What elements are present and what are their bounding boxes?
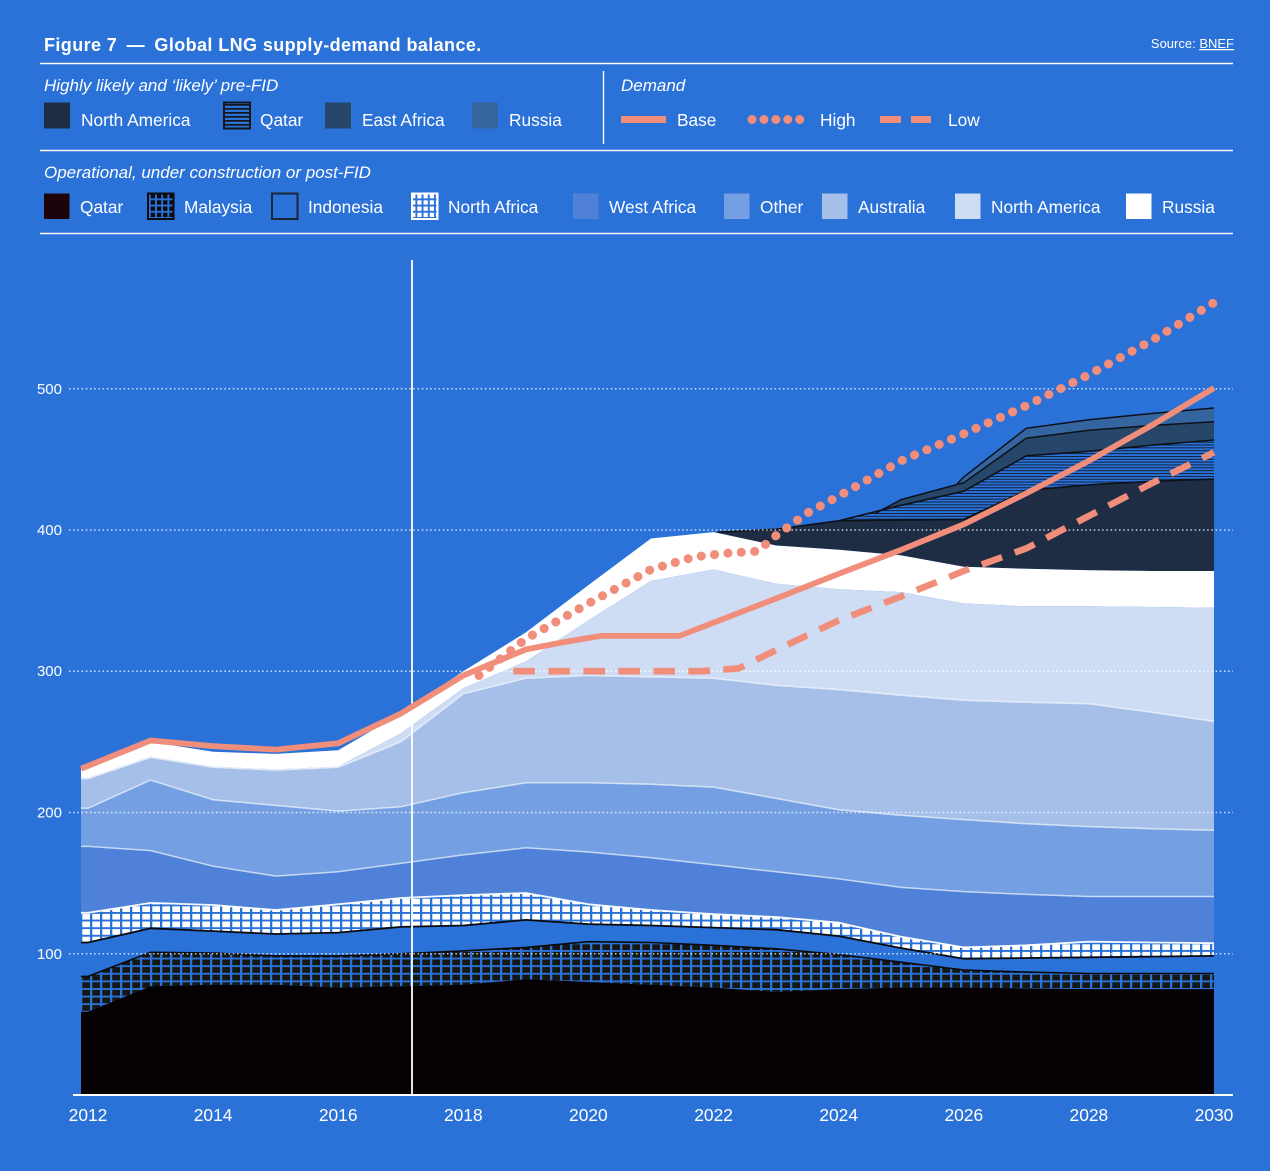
- svg-text:300: 300: [37, 663, 62, 680]
- svg-text:Australia: Australia: [858, 197, 926, 217]
- svg-text:West Africa: West Africa: [609, 197, 696, 217]
- svg-text:Russia: Russia: [509, 110, 562, 130]
- svg-text:2026: 2026: [944, 1105, 983, 1125]
- svg-text:Qatar: Qatar: [80, 197, 123, 217]
- svg-text:Indonesia: Indonesia: [308, 197, 383, 217]
- svg-text:2024: 2024: [819, 1105, 858, 1125]
- svg-text:Malaysia: Malaysia: [184, 197, 253, 217]
- svg-text:North America: North America: [81, 110, 191, 130]
- svg-text:High: High: [820, 110, 856, 130]
- svg-text:Operational, under constructio: Operational, under construction or post-…: [44, 163, 371, 182]
- svg-text:Russia: Russia: [1162, 197, 1215, 217]
- svg-text:Highly likely and ‘likely’ pre: Highly likely and ‘likely’ pre-FID: [44, 76, 278, 95]
- svg-text:East Africa: East Africa: [362, 110, 445, 130]
- svg-text:2012: 2012: [69, 1105, 108, 1125]
- svg-text:Base: Base: [677, 110, 716, 130]
- svg-text:North America: North America: [991, 197, 1101, 217]
- svg-text:2022: 2022: [694, 1105, 733, 1125]
- svg-text:2014: 2014: [194, 1105, 233, 1125]
- svg-text:2030: 2030: [1195, 1105, 1234, 1125]
- svg-text:2018: 2018: [444, 1105, 483, 1125]
- svg-text:2028: 2028: [1070, 1105, 1109, 1125]
- svg-text:200: 200: [37, 805, 62, 822]
- svg-text:North Africa: North Africa: [448, 197, 539, 217]
- svg-text:500: 500: [37, 381, 62, 398]
- svg-text:100: 100: [37, 946, 62, 963]
- svg-text:Figure 7 — Global LNG supply: Figure 7 — Global LNG supply-demand bala…: [44, 35, 482, 55]
- svg-text:400: 400: [37, 522, 62, 539]
- svg-text:Other: Other: [760, 197, 803, 217]
- svg-text:Qatar: Qatar: [260, 110, 303, 130]
- svg-text:2020: 2020: [569, 1105, 608, 1125]
- svg-text:Demand: Demand: [621, 76, 686, 95]
- svg-text:Source: BNEF: Source: BNEF: [1151, 36, 1234, 51]
- svg-text:Low: Low: [948, 110, 980, 130]
- svg-text:2016: 2016: [319, 1105, 358, 1125]
